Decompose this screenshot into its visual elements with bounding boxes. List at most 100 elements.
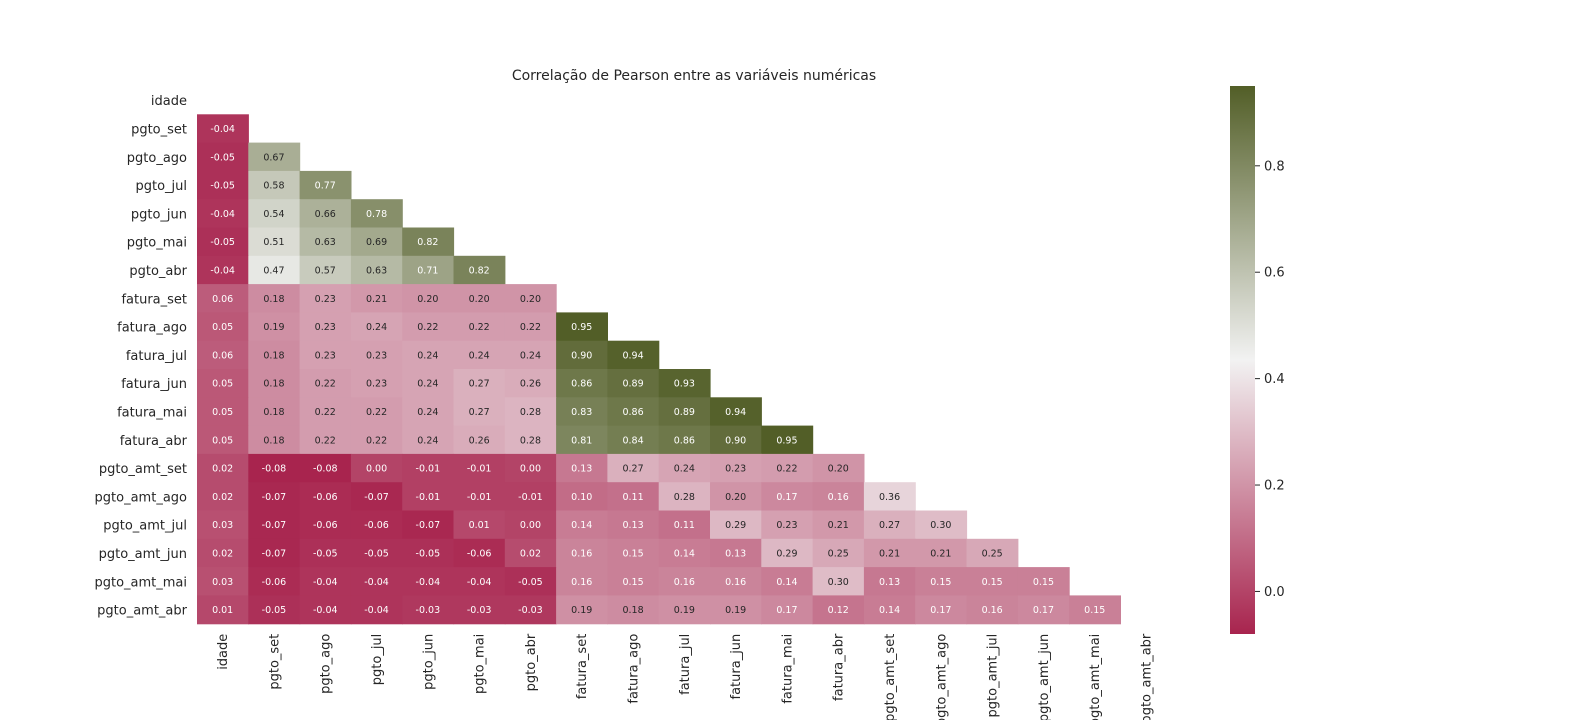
colorbar-ticks: 0.0 0.2 0.4 0.6 0.8 [1255, 159, 1285, 600]
cell-label-pgto_jul-idade: -0.05 [210, 181, 235, 192]
heatmap-cell-pgto_amt_ago-pgto_abr [504, 482, 557, 512]
heatmap-cell-fatura_abr-pgto_mai [453, 425, 506, 455]
heatmap-cell-pgto_amt_abr-fatura_mai [761, 595, 814, 625]
heatmap-cell-pgto_amt_jun-pgto_jul [350, 538, 403, 568]
heatmap-cell-fatura_ago-pgto_set [248, 312, 301, 342]
cell-label-pgto_amt_mai-pgto_ago: -0.04 [313, 577, 338, 588]
cell-label-fatura_abr-fatura_set: 0.81 [571, 435, 592, 446]
cell-label-pgto_amt_ago-pgto_mai: -0.01 [467, 492, 492, 503]
y-tick-label-pgto_amt_mai: pgto_amt_mai [94, 575, 187, 590]
y-tick-label-pgto_amt_set: pgto_amt_set [99, 462, 187, 477]
heatmap-cell-pgto_amt_jun-fatura_jul [658, 538, 711, 568]
cell-label-pgto_abr-pgto_mai: 0.82 [469, 265, 490, 276]
heatmap-cell-fatura_jul-pgto_ago [299, 340, 352, 370]
y-tick-label-fatura_jul: fatura_jul [126, 349, 187, 364]
heatmap-cell-fatura_jul-pgto_set [248, 340, 301, 370]
heatmap-cell-fatura_abr-pgto_ago [299, 425, 352, 455]
heatmap-cell-fatura_jul-pgto_mai [453, 340, 506, 370]
heatmap-cell-pgto_amt_set-pgto_set [248, 453, 301, 483]
cell-label-pgto_amt_jul-pgto_mai: 0.01 [469, 520, 490, 531]
cell-label-pgto_amt_abr-fatura_abr: 0.12 [828, 605, 849, 616]
heatmap-cell-pgto_amt_mai-pgto_mai [453, 567, 506, 596]
cell-label-pgto_amt_ago-fatura_jun: 0.20 [725, 492, 746, 503]
heatmap-cell-pgto_amt_jun-fatura_mai [761, 538, 814, 568]
cell-label-pgto_amt_ago-fatura_ago: 0.11 [622, 492, 643, 503]
x-tick-label-pgto_set: pgto_set [267, 634, 282, 690]
heatmap-cell-pgto_amt_set-fatura_ago [607, 453, 660, 483]
cell-label-pgto_amt_ago-pgto_jul: -0.07 [364, 492, 389, 503]
cell-label-pgto_amt_mai-pgto_jul: -0.04 [364, 577, 389, 588]
x-tick-label-pgto_amt_ago: pgto_amt_ago [934, 634, 949, 720]
cell-label-fatura_abr-fatura_jun: 0.90 [725, 435, 746, 446]
heatmap-cells: -0.04 -0.05 0.67 -0.05 0.58 0.77 -0.04 0.54 0.66… [197, 114, 1121, 625]
cell-label-pgto_amt_jun-fatura_ago: 0.15 [622, 548, 643, 559]
heatmap-cell-pgto_mai-pgto_set [248, 227, 301, 257]
x-tick-label-pgto_mai: pgto_mai [473, 634, 488, 694]
cell-label-fatura_abr-pgto_abr: 0.28 [520, 435, 541, 446]
heatmap-cell-pgto_amt_mai-idade [197, 567, 249, 596]
x-tick-label-fatura_mai: fatura_mai [780, 634, 795, 704]
cell-label-pgto_amt_jun-pgto_abr: 0.02 [520, 548, 541, 559]
heatmap-cell-fatura_mai-fatura_set [556, 397, 608, 427]
heatmap-cell-pgto_amt_ago-pgto_ago [299, 482, 352, 512]
heatmap-cell-fatura_mai-fatura_ago [607, 397, 660, 427]
heatmap-cell-pgto_amt_mai-fatura_ago [607, 567, 660, 596]
y-tick-label-pgto_jul: pgto_jul [135, 179, 187, 194]
cell-label-pgto_amt_abr-pgto_amt_mai: 0.15 [1084, 605, 1105, 616]
heatmap-cell-pgto_amt_mai-pgto_amt_jun [1017, 567, 1070, 596]
cell-label-fatura_set-pgto_ago: 0.23 [315, 294, 336, 305]
heatmap-cell-fatura_abr-fatura_jun [710, 425, 762, 455]
cell-label-pgto_amt_mai-pgto_amt_jul: 0.15 [982, 577, 1003, 588]
heatmap-cell-pgto_amt_mai-pgto_amt_jul [966, 567, 1019, 596]
cell-label-fatura_jul-idade: 0.06 [212, 350, 233, 361]
heatmap-cell-pgto_amt_mai-pgto_amt_ago [915, 567, 968, 596]
heatmap-cell-fatura_jul-pgto_jul [350, 340, 403, 370]
y-tick-label-fatura_ago: fatura_ago [117, 321, 187, 336]
y-tick-label-pgto_amt_jul: pgto_amt_jul [103, 519, 187, 534]
cell-label-pgto_amt_mai-fatura_set: 0.16 [571, 577, 592, 588]
cell-label-pgto_jun-idade: -0.04 [210, 209, 235, 220]
x-tick-label-pgto_amt_jun: pgto_amt_jun [1037, 634, 1052, 720]
cell-label-fatura_abr-fatura_ago: 0.84 [622, 435, 643, 446]
heatmap-cell-fatura_jun-pgto_mai [453, 369, 506, 398]
cell-label-pgto_amt_jul-pgto_jul: -0.06 [364, 520, 389, 531]
heatmap-cell-pgto_amt_jul-pgto_mai [453, 510, 506, 540]
heatmap-cell-pgto_amt_mai-pgto_jul [350, 567, 403, 596]
heatmap-cell-fatura_mai-pgto_jul [350, 397, 403, 427]
cell-label-fatura_abr-pgto_jul: 0.22 [366, 435, 387, 446]
heatmap-cell-pgto_mai-pgto_jul [350, 227, 403, 257]
cell-label-pgto_abr-pgto_ago: 0.57 [315, 265, 336, 276]
cell-label-pgto_mai-pgto_jul: 0.69 [366, 237, 387, 248]
heatmap-cell-pgto_abr-pgto_ago [299, 255, 352, 285]
heatmap-cell-fatura_jun-fatura_jul [658, 369, 711, 398]
y-tick-label-fatura_abr: fatura_abr [120, 434, 188, 449]
cell-label-fatura_ago-pgto_jun: 0.22 [417, 322, 438, 333]
cell-label-pgto_amt_jun-idade: 0.02 [212, 548, 233, 559]
heatmap-cell-pgto_amt_jun-fatura_jun [710, 538, 762, 568]
cell-label-pgto_amt_set-pgto_mai: -0.01 [467, 464, 492, 475]
heatmap-cell-pgto_amt_ago-idade [197, 482, 249, 512]
cell-label-pgto_amt_set-fatura_jul: 0.24 [674, 464, 695, 475]
x-tick-label-idade: idade [216, 634, 231, 670]
heatmap-cell-pgto_amt_jun-pgto_amt_jul [966, 538, 1019, 568]
cell-label-fatura_ago-pgto_mai: 0.22 [469, 322, 490, 333]
cell-label-pgto_amt_jul-pgto_jun: -0.07 [416, 520, 441, 531]
colorbar-tick-label: 0.0 [1264, 585, 1285, 600]
cell-label-fatura_ago-pgto_set: 0.19 [263, 322, 284, 333]
cell-label-pgto_amt_set-pgto_set: -0.08 [262, 464, 287, 475]
cell-label-fatura_jun-pgto_ago: 0.22 [315, 379, 336, 390]
cell-label-fatura_mai-pgto_mai: 0.27 [469, 407, 490, 418]
heatmap-cell-pgto_jul-idade [197, 170, 249, 200]
heatmap-cell-pgto_amt_ago-pgto_mai [453, 482, 506, 512]
heatmap-cell-pgto_jun-pgto_ago [299, 199, 352, 229]
heatmap-cell-pgto_amt_abr-pgto_amt_set [863, 595, 916, 625]
cell-label-pgto_amt_ago-pgto_abr: -0.01 [518, 492, 543, 503]
cell-label-fatura_jul-pgto_jun: 0.24 [417, 350, 438, 361]
cell-label-pgto_amt_jul-fatura_jun: 0.29 [725, 520, 746, 531]
cell-label-pgto_amt_ago-fatura_set: 0.10 [571, 492, 592, 503]
heatmap-cell-pgto_amt_set-fatura_mai [761, 453, 814, 483]
cell-label-pgto_jun-pgto_jul: 0.78 [366, 209, 387, 220]
heatmap-cell-fatura_jul-idade [197, 340, 249, 370]
x-tick-label-fatura_ago: fatura_ago [627, 634, 642, 704]
cell-label-pgto_abr-pgto_set: 0.47 [263, 265, 284, 276]
